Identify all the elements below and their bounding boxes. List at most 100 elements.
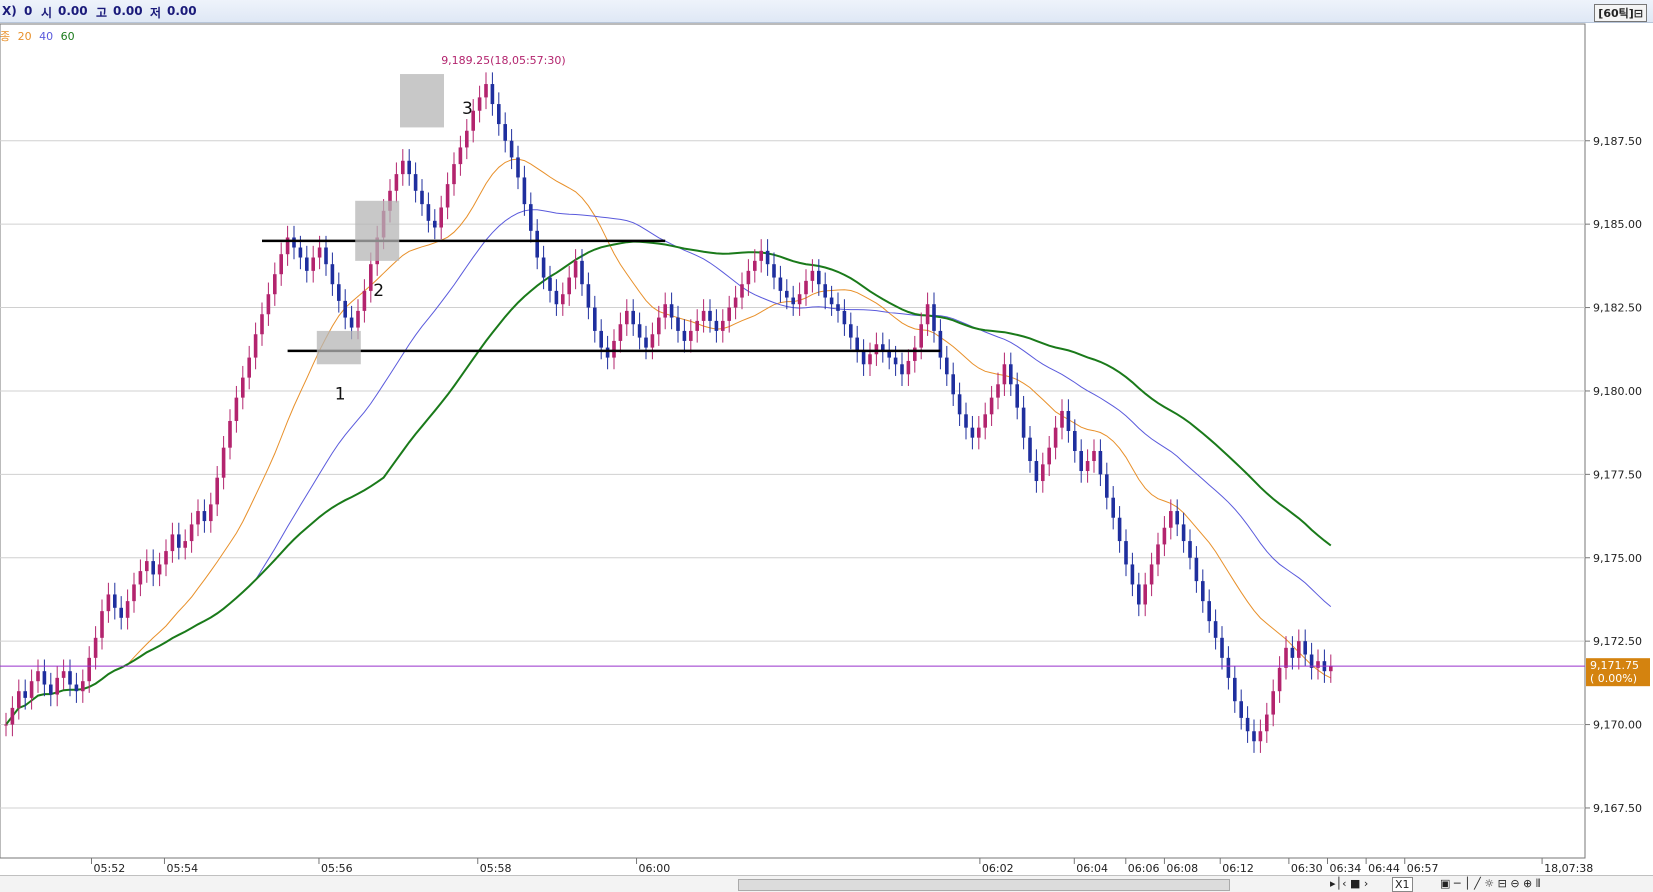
candle-body [68,671,72,685]
candle-body [650,334,655,348]
candle-body [157,564,162,575]
candle-body [202,511,207,522]
candle-body [164,551,168,565]
candle-body [311,257,315,271]
candle-body [1226,657,1231,678]
candle-body [1149,564,1154,585]
candle-body [810,270,815,281]
candle-body [1239,701,1243,718]
candle-body [1162,527,1167,545]
candle-body [509,140,514,158]
box-label: 1 [335,384,346,404]
candle-body [861,350,866,365]
candle-body [503,124,507,141]
header-high-label: 고 [96,6,108,20]
price-chart[interactable]: 1 2 3 9,189.25(18,05:57:30) 9,171.75( 0.00%)… [0,22,1653,875]
legend-ma60: 60 [60,30,75,43]
y-tick-label: 9,187.50 [1593,135,1642,148]
candle-body [522,177,527,205]
candle-body [1329,666,1333,672]
x-tick-label: 06:44 [1368,862,1400,875]
candle-body [215,477,219,505]
candle-body [253,334,258,358]
candle-body [791,297,795,305]
zoom-select[interactable]: X1 [1392,877,1413,892]
candle-body [1252,731,1256,742]
x-tick-label: 06:00 [639,862,671,875]
candle-body [1034,461,1039,482]
candle-body [580,260,584,285]
candle-body [17,691,21,708]
x-tick-label: 05:54 [166,862,198,875]
candle-body [87,657,91,682]
period-badge[interactable]: [60틱]⊟ [1594,4,1647,22]
candle-body [573,260,578,278]
candle-body [535,230,539,258]
candle-body [349,317,354,328]
candle-body [1290,647,1295,658]
candle-body [906,360,911,375]
legend-prefix: 종 [0,30,11,43]
candle-body [682,330,687,341]
candle-body [977,427,981,438]
candle-body [695,320,699,331]
x-tick-label: 06:02 [982,862,1014,875]
candle-body [369,264,373,291]
candle-body [1181,524,1186,542]
scroll-controls[interactable]: ▸│‹ ■ › [1330,877,1369,890]
candle-body [74,684,79,692]
candle-body [970,427,975,438]
candle-body [1258,731,1263,742]
candle-body [317,247,322,258]
candle-body [529,204,533,231]
candle-body [49,684,53,695]
candle-body [497,104,501,125]
candle-body [964,414,968,428]
candle-body [1169,511,1173,528]
candle-body [234,397,239,421]
candle-body [1156,544,1160,565]
candle-body [356,310,360,328]
candle-body [1271,691,1275,715]
candle-body [887,350,891,358]
y-tick-label: 9,177.50 [1593,468,1642,481]
high-marker-label: 9,189.25(18,05:57:30) [441,54,565,67]
candle-body [420,190,424,205]
candle-body [701,310,706,321]
candle-body [721,320,725,331]
candle-body [119,607,123,618]
x-tick-label: 05:58 [480,862,512,875]
candle-body [93,637,98,658]
tool-icons[interactable]: ▣ ─ │ ╱ ☼ ⊟ ⊖ ⊕ ⦀ [1440,877,1541,890]
candle-body [337,284,341,301]
chart-scrollbar[interactable]: ▸│‹ ■ › X1 ▣ ─ │ ╱ ☼ ⊟ ⊖ ⊕ ⦀ [0,875,1653,892]
scroll-thumb[interactable] [738,879,1230,891]
candle-body [10,707,15,725]
candle-body [676,317,680,331]
candle-body [132,584,136,602]
candle-body [477,97,482,111]
candle-body [932,304,936,331]
candle-body [196,511,200,525]
candle-body [177,534,181,548]
candle-body [23,691,27,698]
candle-body [260,314,264,335]
candle-body [490,84,495,105]
candle-body [836,304,840,311]
candle-body [593,307,597,331]
candle-body [900,364,904,375]
candle-body [765,250,770,265]
candle-body [145,561,149,572]
x-tick-label: 18,07:38 [1544,862,1593,875]
candle-body [1124,541,1128,565]
y-tick-label: 9,185.00 [1593,218,1642,231]
candle-body [778,277,783,291]
header-open: 0.00 [58,4,88,18]
legend-ma40: 40 [39,30,54,43]
candle-body [1297,641,1301,658]
candle-body [343,300,347,318]
candle-body [1028,437,1032,462]
header-bar: X) 0 시 0.00 고 0.00 저 0.00 [60틱]⊟ [0,0,1653,23]
candle-body [657,317,661,335]
candle-body [426,204,431,221]
